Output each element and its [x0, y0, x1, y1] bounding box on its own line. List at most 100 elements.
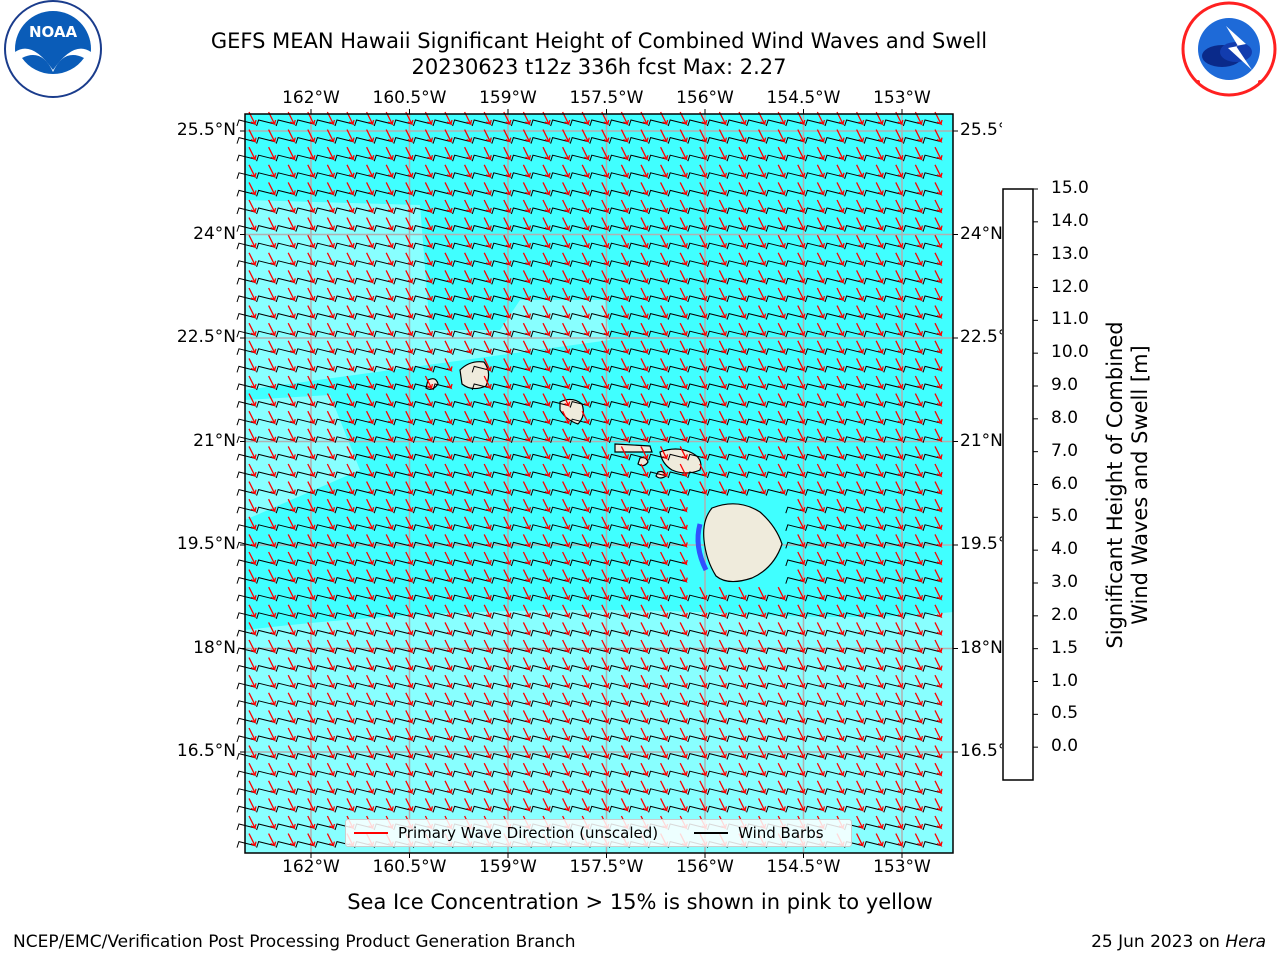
wind-barb — [314, 594, 334, 602]
wave-direction-arrow — [483, 217, 492, 232]
wave-direction-arrow — [777, 657, 786, 672]
wave-direction-arrow — [307, 498, 316, 513]
wave-direction-arrow — [914, 534, 924, 548]
wind-barb — [824, 119, 844, 127]
wind-barb — [746, 365, 765, 373]
wave-direction-arrow — [914, 586, 924, 601]
wind-barb — [863, 365, 883, 373]
wave-direction-arrow — [562, 446, 571, 460]
wind-barb — [667, 506, 687, 514]
wind-barb — [530, 225, 550, 232]
wind-barb — [844, 612, 863, 619]
wind-barb — [648, 401, 667, 408]
wind-barb — [412, 277, 432, 285]
wind-barb — [412, 348, 432, 355]
wind-barb — [648, 453, 667, 461]
wave-direction-arrow — [562, 463, 571, 478]
wind-barb — [295, 242, 314, 250]
wind-barb — [726, 225, 746, 232]
wind-barb — [295, 841, 314, 848]
wave-direction-arrow — [620, 498, 630, 513]
wave-direction-arrow — [522, 410, 532, 425]
wind-barb — [608, 577, 628, 584]
wind-barb — [608, 242, 628, 250]
wind-barb — [844, 453, 863, 461]
wave-direction-arrow — [856, 146, 865, 161]
wind-barb — [569, 277, 589, 285]
wind-barb — [373, 612, 393, 619]
wave-direction-arrow — [601, 234, 610, 249]
wave-direction-arrow — [326, 358, 336, 372]
wind-barb — [746, 665, 765, 672]
wind-barb — [569, 805, 589, 813]
wind-barb — [883, 629, 902, 637]
wind-barb — [628, 453, 648, 461]
wave-direction-arrow — [875, 358, 884, 372]
wind-barb — [236, 383, 256, 391]
wave-direction-arrow — [816, 481, 826, 496]
wave-direction-arrow — [483, 199, 492, 214]
wave-direction-arrow — [581, 798, 590, 812]
wind-barb — [844, 805, 863, 813]
wave-direction-arrow — [542, 622, 551, 636]
wave-direction-arrow — [483, 657, 492, 672]
wind-barb — [765, 154, 785, 162]
legend-wind-label: Wind Barbs — [738, 824, 824, 842]
wind-barb — [608, 682, 628, 690]
wind-barb — [765, 119, 785, 127]
wind-barb — [765, 401, 785, 408]
wind-barb — [412, 330, 432, 338]
wave-direction-arrow — [601, 481, 610, 496]
wave-direction-arrow — [934, 305, 943, 320]
wave-direction-arrow — [718, 340, 728, 355]
wind-barb — [236, 506, 256, 514]
wave-direction-arrow — [287, 745, 296, 760]
wind-barb — [844, 559, 863, 567]
wave-direction-arrow — [660, 551, 669, 566]
wind-barb — [275, 207, 295, 215]
wave-direction-arrow — [914, 710, 924, 724]
wave-direction-arrow — [522, 639, 532, 654]
wave-direction-arrow — [405, 164, 414, 179]
wave-direction-arrow — [679, 217, 688, 232]
wind-barb — [687, 225, 706, 232]
wind-barb — [236, 418, 256, 426]
wind-barb — [628, 137, 648, 144]
wave-direction-arrow — [268, 674, 277, 689]
wind-barb — [452, 453, 471, 461]
wind-barb — [628, 418, 648, 426]
colorbar-label: 1.5 — [1051, 637, 1079, 658]
wind-barb — [902, 577, 922, 584]
wind-barb — [412, 647, 432, 655]
wave-direction-arrow — [405, 340, 414, 355]
wind-barb — [412, 242, 432, 250]
wave-direction-arrow — [660, 622, 669, 636]
wave-direction-arrow — [464, 146, 473, 161]
wind-barb — [452, 401, 471, 408]
wave-direction-arrow — [777, 111, 786, 126]
wind-barb — [275, 612, 295, 619]
wave-direction-arrow — [797, 463, 806, 478]
wave-direction-arrow — [581, 375, 590, 390]
wave-direction-arrow — [836, 463, 845, 478]
wind-barb — [452, 559, 471, 567]
wind-barb — [706, 313, 726, 320]
wave-direction-arrow — [503, 199, 512, 214]
wind-barb — [785, 524, 804, 531]
wind-barb — [628, 682, 648, 690]
wave-direction-arrow — [875, 393, 884, 408]
wind-barb — [804, 207, 824, 215]
wind-barb — [824, 418, 844, 426]
wave-direction-arrow — [660, 358, 669, 372]
wind-barb — [706, 788, 726, 795]
wind-barb — [922, 594, 942, 602]
wind-barb — [706, 471, 726, 479]
wind-barb — [667, 295, 687, 303]
wave-direction-arrow — [934, 146, 943, 161]
wind-barb — [236, 788, 256, 795]
wind-barb — [824, 436, 844, 443]
wind-barb — [256, 489, 275, 496]
wind-barb — [687, 207, 706, 215]
wind-barb — [373, 489, 393, 496]
wave-direction-arrow — [875, 586, 884, 601]
